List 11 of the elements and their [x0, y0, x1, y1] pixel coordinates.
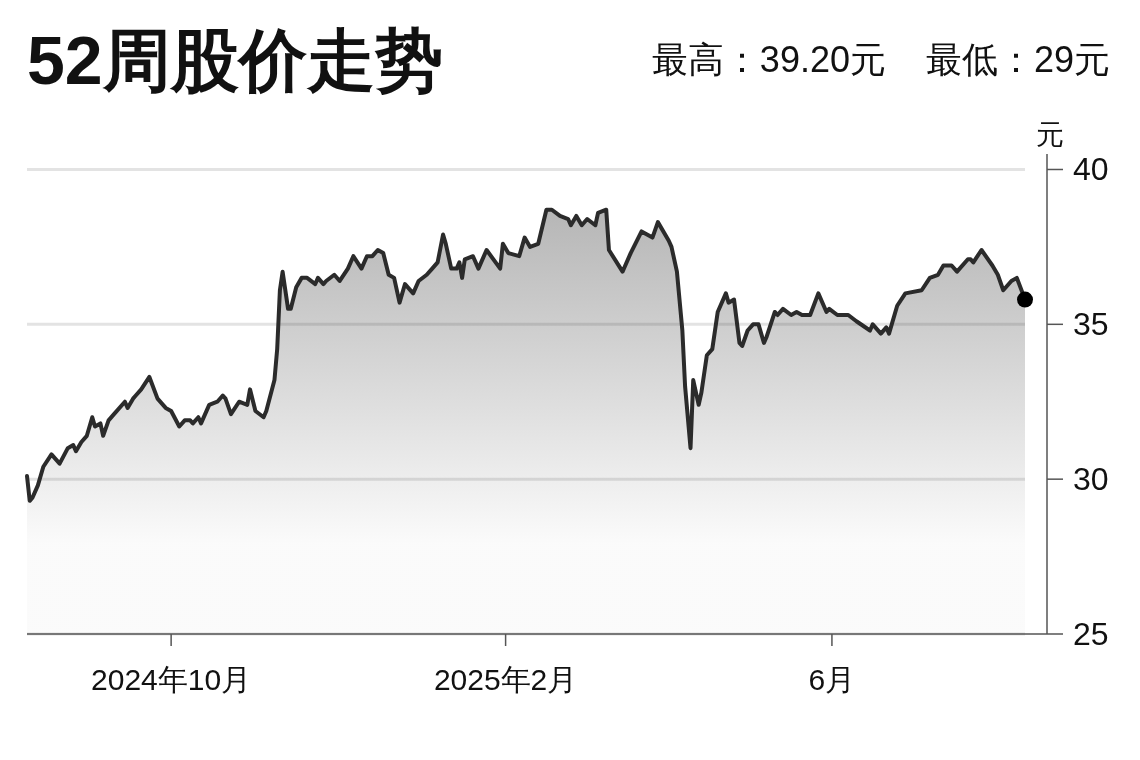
y-tick-label: 35 — [1073, 306, 1109, 343]
annotation: 最高：39.20元 — [651, 39, 886, 80]
x-tick-label: 2025年2月 — [433, 663, 578, 696]
annotation: 最低：29元 — [925, 39, 1110, 80]
x-tick-label: 2024年10月 — [91, 663, 252, 696]
y-axis-label: 元 — [1036, 119, 1064, 150]
title: 52周股价走势 — [27, 22, 443, 98]
y-tick-label: 40 — [1073, 151, 1109, 188]
y-tick-label: 30 — [1073, 461, 1109, 498]
x-tick-label: 6月 — [808, 663, 856, 696]
y-tick-label: 25 — [1073, 616, 1109, 652]
